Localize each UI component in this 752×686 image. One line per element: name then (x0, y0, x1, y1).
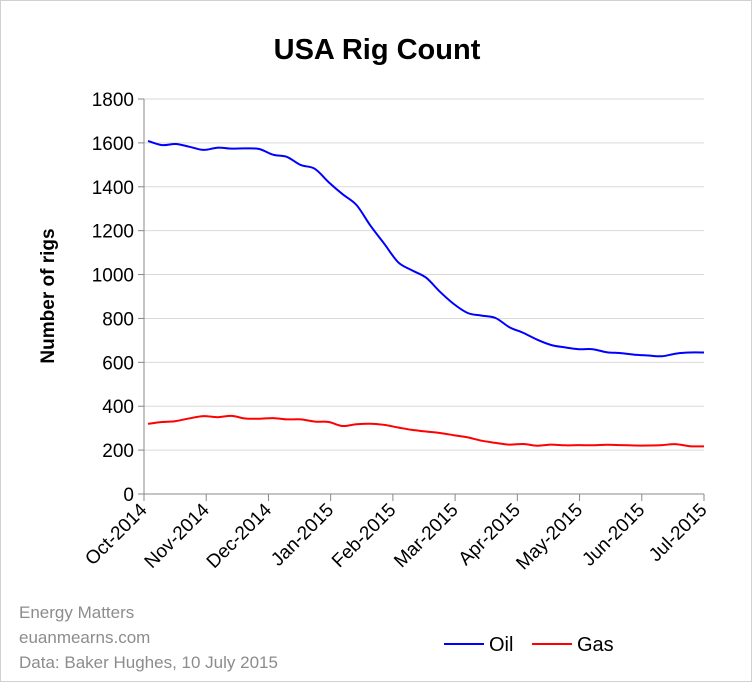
y-axis: 0 200 400 600 800 1000 1200 1400 1600 1800 (92, 90, 145, 506)
x-tick-label: Jun-2015 (578, 500, 649, 571)
y-tick-label: 400 (102, 397, 134, 418)
series-line-oil (147, 139, 705, 358)
x-tick-label: May-2015 (512, 500, 587, 575)
source-line-website: euanmearns.com (19, 628, 151, 647)
x-tick-label: Jul-2015 (645, 500, 711, 566)
x-tick-label: Dec-2014 (203, 499, 276, 572)
y-tick-label: 200 (102, 441, 134, 462)
legend: Oil Gas (444, 634, 614, 656)
y-tick-label: 0 (123, 485, 134, 506)
source-line-data: Data: Baker Hughes, 10 July 2015 (19, 653, 278, 672)
grid-lines (144, 98, 704, 451)
series-line-gas (147, 414, 705, 448)
y-tick-label: 1400 (92, 178, 134, 199)
y-tick-label: 1600 (92, 134, 134, 155)
x-axis: Oct-2014Nov-2014Dec-2014Jan-2015Feb-2015… (81, 493, 712, 575)
series-lines (147, 139, 705, 448)
y-tick-label: 1000 (92, 266, 134, 287)
y-tick-label: 1200 (92, 222, 134, 243)
legend-label-oil: Oil (489, 634, 513, 656)
x-tick-label: Jan-2015 (267, 500, 338, 571)
x-tick-label: Mar-2015 (390, 500, 462, 572)
source-line-publisher: Energy Matters (19, 603, 135, 622)
chart-title: USA Rig Count (274, 34, 481, 66)
y-axis-label: Number of rigs (38, 228, 59, 363)
x-tick-label: Nov-2014 (141, 499, 214, 572)
legend-label-gas: Gas (577, 634, 614, 656)
y-tick-label: 800 (102, 309, 134, 330)
x-tick-label: Feb-2015 (328, 500, 400, 572)
y-tick-label: 1800 (92, 90, 134, 111)
y-tick-label: 600 (102, 353, 134, 374)
